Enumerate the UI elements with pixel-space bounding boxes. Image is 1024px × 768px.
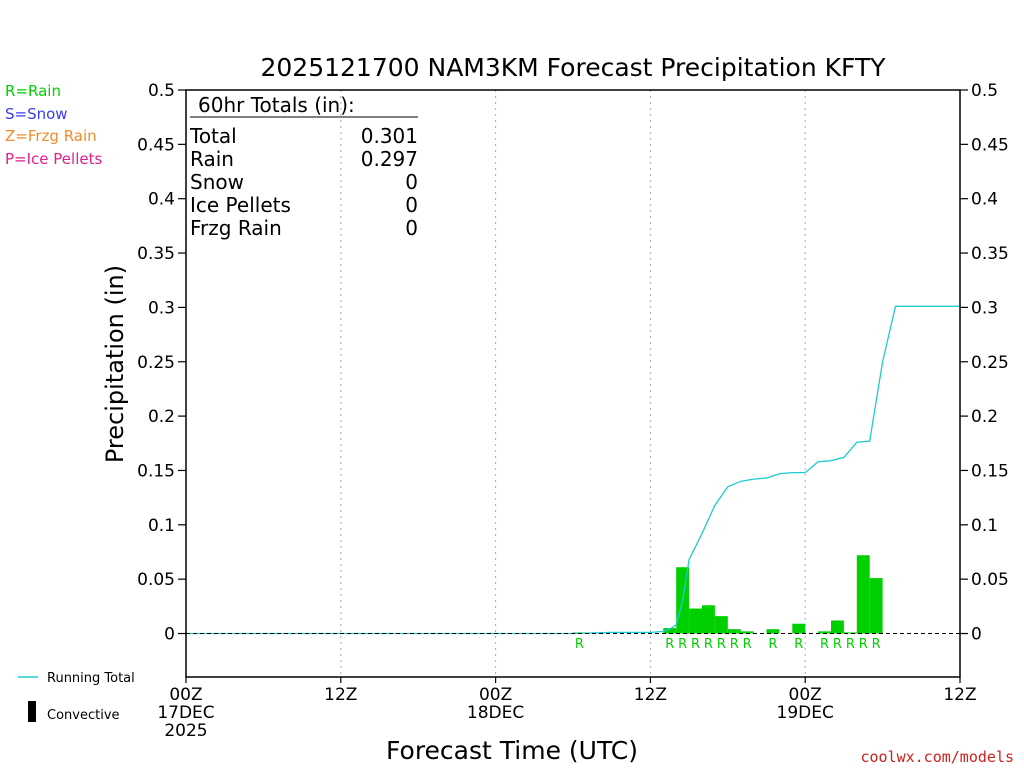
credit-text: coolwx.com/models: [860, 748, 1014, 766]
totals-row-value: 0: [405, 170, 418, 194]
y-tick-label-right: 0.1: [971, 516, 998, 536]
legend-freezing-rain: Z=Frzg Rain: [5, 127, 97, 145]
y-tick-label-left: 0.2: [148, 407, 175, 427]
totals-row-value: 0.301: [361, 124, 418, 148]
ptype-label: R: [846, 637, 855, 652]
precip-bar: [663, 628, 677, 634]
precip-bar: [702, 605, 715, 634]
x-tick-label: 00Z: [479, 685, 512, 705]
ptype-label: R: [833, 637, 842, 652]
legend-ice-pellets: P=Ice Pellets: [5, 150, 102, 168]
running-total-line: [186, 305, 960, 635]
totals-row-value: 0.297: [361, 147, 418, 171]
y-tick-label-right: 0: [971, 625, 982, 645]
y-tick-label-left: 0.4: [148, 190, 175, 210]
y-tick-label-left: 0.3: [148, 298, 175, 318]
totals-row-label: Total: [189, 124, 237, 148]
ptype-label: R: [691, 637, 700, 652]
y-tick-label-left: 0.15: [137, 461, 175, 481]
ptype-label: R: [859, 637, 868, 652]
x-tick-label: 12Z: [634, 685, 667, 705]
precip-bar: [831, 620, 844, 634]
totals-header: 60hr Totals (in):: [198, 93, 355, 117]
vertical-grid: [340, 90, 806, 677]
axes: 0 00.05 0.050.1 0.10.15 0.150.2 0.20.25 0.250.…: [137, 81, 1009, 741]
ptype-label: R: [768, 637, 777, 652]
x-tick-label: 12Z: [943, 685, 976, 705]
ptype-label: R: [665, 637, 674, 652]
y-tick-label-right: 0.3: [971, 298, 998, 318]
y-tick-label-right: 0.35: [971, 244, 1009, 264]
running-total-label: Running Total: [47, 671, 135, 686]
totals-row-label: Snow: [190, 170, 244, 194]
y-tick-label-right: 0.4: [971, 190, 998, 210]
x-tick-label: 00Z: [789, 685, 822, 705]
y-tick-label-left: 0.1: [148, 516, 175, 536]
chart-title: 2025121700 NAM3KM Forecast Precipitation…: [260, 53, 886, 82]
precip-bar: [689, 608, 702, 634]
y-tick-label-right: 0.5: [971, 81, 998, 101]
legend-rain: R=Rain: [5, 82, 61, 100]
y-tick-label-right: 0.2: [971, 407, 998, 427]
precip-bar: [869, 578, 883, 634]
bar-series: [573, 555, 883, 634]
x-tick-label: 19DEC: [777, 703, 834, 723]
x-tick-label: 2025: [164, 721, 207, 741]
legend-snow: S=Snow: [5, 105, 68, 123]
ptype-label: R: [704, 637, 713, 652]
totals-row-value: 0: [405, 216, 418, 240]
x-tick-label: 00Z: [169, 685, 202, 705]
y-tick-label-left: 0.05: [137, 570, 175, 590]
x-tick-label: 12Z: [324, 685, 357, 705]
convective-label: Convective: [47, 708, 120, 723]
plot-frame: [185, 89, 961, 678]
y-tick-label-left: 0.5: [148, 81, 175, 101]
ptype-label: R: [717, 637, 726, 652]
ptype-label: R: [743, 637, 752, 652]
precip-bar: [818, 631, 831, 634]
precip-bar: [740, 631, 754, 634]
totals-row-label: Ice Pellets: [190, 193, 291, 217]
x-axis-title: Forecast Time (UTC): [386, 736, 638, 765]
y-tick-label-right: 0.05: [971, 570, 1009, 590]
running-total-series: [186, 305, 960, 635]
totals-box: 60hr Totals (in): Total 0.301 Rain 0.297 Sno…: [189, 93, 418, 240]
y-tick-label-right: 0.45: [971, 135, 1009, 155]
precip-bar: [714, 616, 728, 634]
y-tick-label-left: 0.25: [137, 353, 175, 373]
ptype-label: R: [820, 637, 829, 652]
precip-bar: [843, 632, 857, 634]
y-tick-label-left: 0.35: [137, 244, 175, 264]
y-axis-title: Precipitation (in): [101, 265, 129, 463]
ptype-label: R: [872, 637, 881, 652]
ptype-label: R: [575, 637, 584, 652]
ptype-label: R: [678, 637, 687, 652]
x-tick-label: 17DEC: [157, 703, 214, 723]
ptype-label: R: [730, 637, 739, 652]
totals-rows: Total 0.301 Rain 0.297 Snow 0 Ice Pellets 0 Frzg…: [189, 124, 418, 240]
ptype-legend: R=Rain S=Snow Z=Frzg Rain P=Ice Pellets: [5, 82, 102, 168]
y-tick-label-right: 0.25: [971, 353, 1009, 373]
y-tick-label-left: 0.45: [137, 135, 175, 155]
y-tick-label-right: 0.15: [971, 461, 1009, 481]
precip-bar: [766, 629, 780, 634]
convective-swatch: [28, 701, 36, 722]
totals-row-label: Frzg Rain: [190, 216, 282, 240]
y-tick-label-left: 0: [164, 625, 175, 645]
precip-bar: [792, 623, 806, 634]
totals-row-label: Rain: [190, 147, 234, 171]
precip-bar: [856, 555, 870, 634]
ptype-label: R: [794, 637, 803, 652]
totals-row-value: 0: [405, 193, 418, 217]
x-tick-label: 18DEC: [467, 703, 524, 723]
line-legend: Running Total Convective: [18, 671, 135, 723]
precip-bar: [727, 629, 741, 634]
